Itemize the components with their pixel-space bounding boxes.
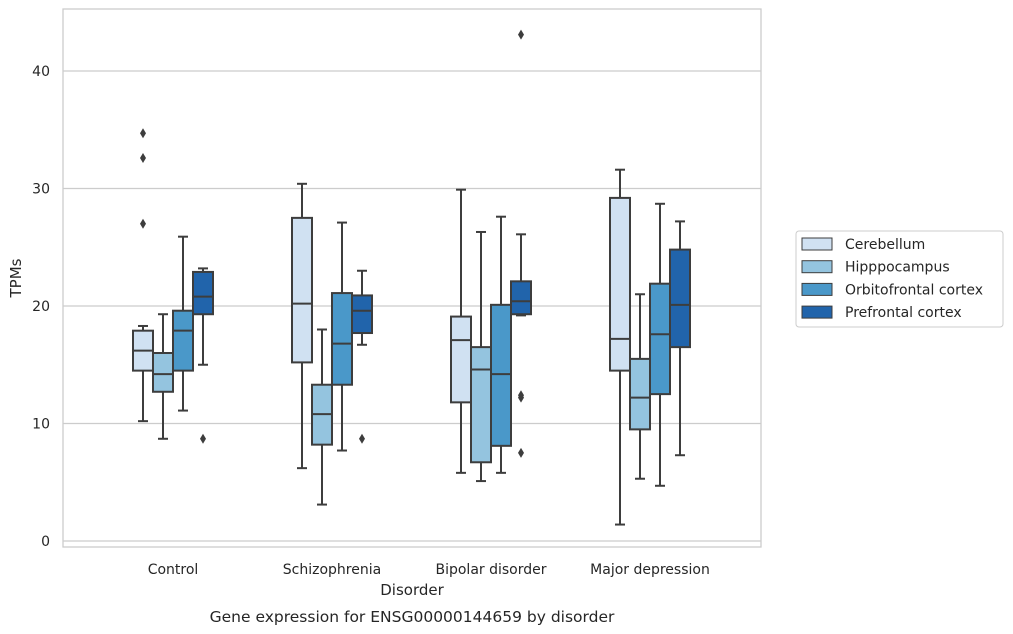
box-cerebellum	[609, 168, 631, 526]
box-orbitofrontal-cortex	[172, 235, 194, 412]
outlier-point	[140, 218, 146, 229]
x-tick-label: Bipolar disorder	[435, 562, 546, 578]
iqr-box	[490, 303, 512, 447]
legend-label: Prefrontal cortex	[845, 305, 962, 321]
legend-label: Cerebellum	[845, 237, 925, 253]
legend-label: Hipppocampus	[845, 260, 950, 276]
box-prefrontal-cortex	[510, 29, 532, 458]
y-axis-title: TPMs	[7, 258, 25, 298]
chart-caption: Gene expression for ENSG00000144659 by d…	[210, 608, 615, 626]
iqr-box	[629, 357, 651, 431]
iqr-box	[470, 346, 492, 464]
box-orbitofrontal-cortex	[331, 221, 353, 452]
iqr-box	[291, 216, 313, 364]
y-tick-label: 10	[32, 417, 50, 433]
legend: Cerebellum Hipppocampus Orbitofrontal cort…	[795, 230, 1004, 328]
box-orbitofrontal-cortex	[490, 215, 512, 474]
iqr-box	[172, 309, 194, 372]
box-cerebellum	[291, 182, 313, 470]
box-hipppocampus	[311, 328, 333, 506]
box-hipppocampus	[470, 230, 492, 483]
iqr-box	[192, 270, 214, 316]
box-hipppocampus	[152, 313, 174, 440]
legend-swatch	[801, 305, 833, 319]
iqr-box	[609, 196, 631, 372]
box-cerebellum	[132, 128, 154, 423]
outlier-point	[359, 433, 365, 444]
y-tick-label: 20	[32, 299, 50, 315]
outlier-point	[140, 128, 146, 139]
iqr-box	[669, 248, 691, 349]
y-tick-label: 40	[32, 64, 50, 80]
x-tick-label: Schizophrenia	[283, 562, 381, 578]
iqr-box	[649, 282, 671, 396]
outlier-point	[518, 29, 524, 40]
y-tick-labels: 0 10 20 30 40	[32, 64, 50, 550]
iqr-box	[450, 315, 472, 404]
box-prefrontal-cortex	[351, 269, 373, 444]
plot-frame	[62, 8, 762, 548]
iqr-box	[351, 294, 373, 335]
legend-label: Orbitofrontal cortex	[845, 282, 983, 298]
box-layer	[132, 29, 691, 526]
outlier-point	[518, 390, 524, 401]
legend-swatch	[801, 282, 833, 296]
iqr-box	[152, 352, 174, 393]
box-orbitofrontal-cortex	[649, 202, 671, 487]
x-axis-title: Disorder	[380, 581, 444, 599]
legend-swatch	[801, 237, 833, 251]
x-tick-labels: Control Schizophrenia Bipolar disorder Majo…	[148, 562, 710, 578]
box-cerebellum	[450, 188, 472, 474]
outlier-point	[200, 433, 206, 444]
box-prefrontal-cortex	[192, 267, 214, 444]
legend-swatch	[801, 260, 833, 274]
box-hipppocampus	[629, 293, 651, 480]
y-tick-label: 0	[41, 534, 50, 550]
legend-frame	[795, 230, 1004, 328]
y-tick-label: 30	[32, 182, 50, 198]
outlier-point	[518, 447, 524, 458]
x-tick-label: Major depression	[590, 562, 710, 578]
legend-items: Cerebellum Hipppocampus Orbitofrontal cort…	[801, 237, 983, 321]
iqr-box	[331, 292, 353, 386]
outlier-point	[140, 152, 146, 163]
iqr-box	[510, 280, 532, 316]
x-tick-label: Control	[148, 562, 199, 578]
box-prefrontal-cortex	[669, 220, 691, 457]
